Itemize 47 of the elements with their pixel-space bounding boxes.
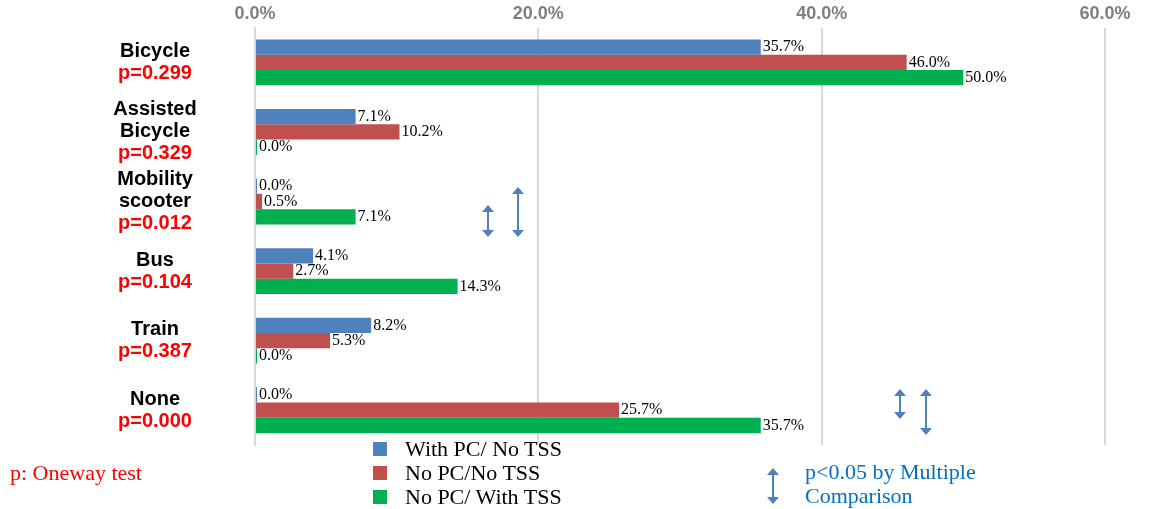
bar <box>256 263 294 279</box>
data-label: 0.0% <box>259 346 293 364</box>
data-label: 7.1% <box>357 106 391 124</box>
data-label: 2.7% <box>295 261 329 279</box>
x-tick-label: 60.0% <box>1079 2 1131 23</box>
data-label: 0.0% <box>259 385 293 403</box>
y-tick-label: Train p=0.387 <box>118 317 192 362</box>
y-tick-label: Bus p=0.104 <box>118 247 193 292</box>
legend-label: No PC/No TSS <box>405 460 541 486</box>
text: p: Oneway test <box>10 460 142 486</box>
data-label: 5.3% <box>332 330 366 348</box>
bar <box>256 124 400 140</box>
bar <box>256 417 761 434</box>
legend-label: With PC/ No TSS <box>405 436 563 462</box>
bar <box>256 54 907 71</box>
data-label: 14.3% <box>459 276 501 294</box>
x-tick-label: 40.0% <box>796 2 848 23</box>
x-tick-label: 0.0% <box>234 2 276 23</box>
data-label: 46.0% <box>908 52 950 70</box>
bar <box>256 333 331 349</box>
data-label: 8.2% <box>373 315 407 333</box>
data-label: 4.1% <box>315 245 349 263</box>
bar <box>256 108 356 125</box>
data-label: 0.0% <box>259 137 293 155</box>
bar <box>256 70 964 86</box>
y-tick-label: Assisted Bicycle p=0.329 <box>113 97 197 164</box>
data-label: 0.0% <box>259 176 293 194</box>
bar <box>256 317 372 333</box>
data-label: 25.7% <box>621 400 663 418</box>
bar <box>256 248 314 264</box>
data-label: 10.2% <box>401 122 443 140</box>
bar <box>256 209 356 225</box>
x-tick-label: 20.0% <box>512 2 564 23</box>
data-label: 0.5% <box>264 191 298 209</box>
text: p<0.05 by Multiple Comparison <box>805 459 977 508</box>
data-label: 50.0% <box>965 67 1007 85</box>
data-label: 7.1% <box>357 207 391 225</box>
bar <box>256 193 263 210</box>
legend-label: No PC/ With TSS <box>405 484 562 509</box>
bar <box>256 278 458 295</box>
data-label: 35.7% <box>762 37 805 55</box>
y-tick-label: Bicycle p=0.299 <box>118 38 192 83</box>
y-tick-label: None p=0.000 <box>118 386 192 431</box>
bar <box>256 402 620 418</box>
data-label: 35.7% <box>762 415 805 433</box>
y-tick-label: Mobility scooter p=0.012 <box>117 167 194 234</box>
bar <box>256 39 761 55</box>
